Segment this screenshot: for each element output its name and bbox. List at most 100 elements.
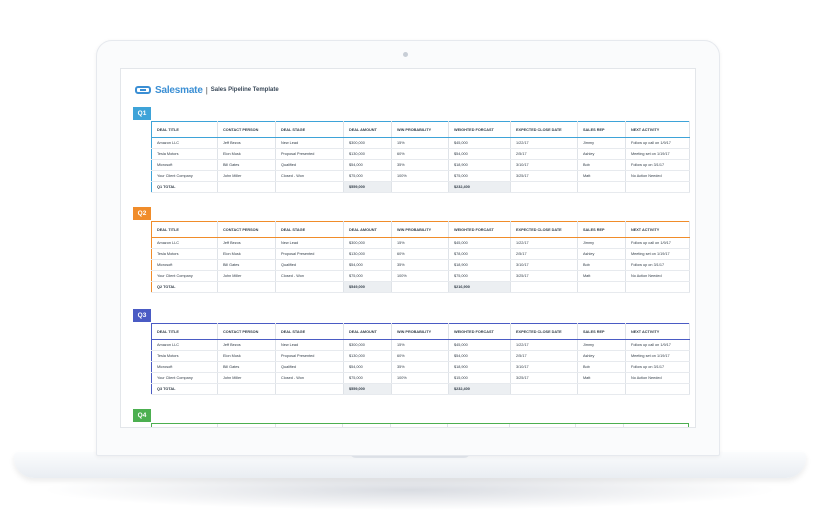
table-cell[interactable] (625, 181, 690, 193)
table-cell[interactable] (510, 383, 578, 395)
table-cell[interactable]: 15% (391, 237, 449, 249)
table-cell[interactable]: 60% (391, 248, 449, 260)
table-cell[interactable]: 100% (391, 372, 449, 384)
table-cell[interactable]: 35% (391, 159, 449, 171)
table-cell[interactable] (217, 281, 276, 293)
table-cell[interactable]: 3/10/17 (510, 361, 578, 373)
table-cell[interactable]: Ashley (577, 350, 626, 362)
table-cell[interactable]: $130,000 (343, 248, 392, 260)
table-cell[interactable]: Proposal Presented (275, 148, 344, 160)
table-cell[interactable] (510, 181, 578, 193)
table-cell[interactable]: No Action Needed (625, 170, 690, 182)
table-cell[interactable]: Follow up call on 1/9/17 (625, 339, 690, 351)
table-cell[interactable] (577, 281, 626, 293)
table-cell[interactable]: 100% (391, 170, 449, 182)
table-cell[interactable]: 3/25/17 (510, 270, 578, 282)
table-cell[interactable]: Bill Gates (217, 361, 276, 373)
table-cell[interactable]: Proposal Presented (275, 248, 344, 260)
table-cell[interactable]: Jeff Bezos (217, 339, 276, 351)
table-cell[interactable] (217, 383, 276, 395)
table-cell[interactable]: $54,000 (343, 159, 392, 171)
table-cell[interactable]: $75,000 (343, 170, 392, 182)
table-cell[interactable]: $45,000 (448, 137, 511, 149)
table-cell[interactable]: Your Client Company (151, 270, 218, 282)
table-cell[interactable]: $54,000 (343, 259, 392, 271)
table-cell[interactable]: Jeff Bezos (217, 237, 276, 249)
table-cell[interactable]: 60% (391, 350, 449, 362)
table-cell[interactable]: 3/25/17 (510, 170, 578, 182)
table-cell[interactable]: $75,000 (343, 270, 392, 282)
table-cell[interactable] (391, 383, 449, 395)
table-cell[interactable]: $78,000 (448, 248, 511, 260)
table-cell[interactable]: Bob (577, 361, 626, 373)
table-cell[interactable]: Bob (577, 259, 626, 271)
table-cell[interactable]: Qualified (275, 159, 344, 171)
table-cell[interactable]: Your Client Company (151, 372, 218, 384)
table-cell[interactable]: New Lead (275, 237, 344, 249)
table-cell[interactable]: Follow up on 3/1/17 (625, 361, 690, 373)
table-cell[interactable]: $54,000 (448, 350, 511, 362)
table-cell[interactable]: Ashley (577, 248, 626, 260)
table-cell[interactable]: John Miller (217, 372, 276, 384)
table-cell[interactable]: 100% (391, 270, 449, 282)
table-cell[interactable]: New Lead (275, 137, 344, 149)
table-cell[interactable]: $300,000 (343, 137, 392, 149)
table-cell[interactable]: 15% (391, 137, 449, 149)
table-cell[interactable]: $300,000 (343, 339, 392, 351)
table-cell[interactable]: 35% (391, 259, 449, 271)
table-cell[interactable]: Elon Musk (217, 148, 276, 160)
table-cell[interactable]: Jimmy (577, 339, 626, 351)
table-cell[interactable]: $75,000 (448, 170, 511, 182)
table-cell[interactable]: 2/5/17 (510, 248, 578, 260)
table-cell[interactable]: Qualified (275, 259, 344, 271)
table-cell[interactable]: Matt (577, 372, 626, 384)
table-cell[interactable]: Meeting set on 1/19/17 (625, 350, 690, 362)
table-cell[interactable]: 2/5/17 (510, 350, 578, 362)
table-cell[interactable]: Elon Musk (217, 248, 276, 260)
table-cell[interactable]: $54,000 (448, 148, 511, 160)
table-cell[interactable]: 1/22/17 (510, 237, 578, 249)
table-cell[interactable]: $130,000 (343, 148, 392, 160)
table-cell[interactable]: 35% (391, 361, 449, 373)
table-cell[interactable]: Bill Gates (217, 159, 276, 171)
table-cell[interactable] (275, 181, 344, 193)
table-cell[interactable]: John Miller (217, 270, 276, 282)
table-cell[interactable]: Microsoft (151, 361, 218, 373)
table-cell[interactable]: Microsoft (151, 259, 218, 271)
table-cell[interactable]: Jimmy (577, 137, 626, 149)
table-cell[interactable] (625, 281, 690, 293)
table-cell[interactable]: $130,000 (343, 350, 392, 362)
table-cell[interactable] (391, 181, 449, 193)
table-cell[interactable]: $18,900 (448, 259, 511, 271)
table-cell[interactable]: 3/10/17 (510, 259, 578, 271)
table-cell[interactable]: $54,000 (343, 361, 392, 373)
table-cell[interactable]: Microsoft (151, 159, 218, 171)
table-cell[interactable]: Matt (577, 270, 626, 282)
table-cell[interactable]: Meeting set on 1/19/17 (625, 148, 690, 160)
table-cell[interactable]: Matt (577, 170, 626, 182)
table-cell[interactable]: Jimmy (577, 237, 626, 249)
table-cell[interactable] (391, 281, 449, 293)
table-cell[interactable]: Your Client Company (151, 170, 218, 182)
table-cell[interactable]: John Miller (217, 170, 276, 182)
table-cell[interactable]: 60% (391, 148, 449, 160)
table-cell[interactable]: Bill Gates (217, 259, 276, 271)
table-cell[interactable]: Amazon LLC (151, 137, 218, 149)
table-cell[interactable]: Closed - Won (275, 270, 344, 282)
table-cell[interactable] (625, 383, 690, 395)
table-cell[interactable]: 1/22/17 (510, 339, 578, 351)
table-cell[interactable]: Closed - Won (275, 372, 344, 384)
table-cell[interactable]: $15,000 (448, 372, 511, 384)
table-cell[interactable]: $18,900 (448, 159, 511, 171)
table-cell[interactable]: New Lead (275, 339, 344, 351)
table-cell[interactable]: $75,000 (448, 270, 511, 282)
table-cell[interactable]: 3/25/17 (510, 372, 578, 384)
table-cell[interactable]: Follow up call on 1/9/17 (625, 237, 690, 249)
table-cell[interactable] (217, 181, 276, 193)
table-cell[interactable]: 2/5/17 (510, 148, 578, 160)
table-cell[interactable]: $75,000 (343, 372, 392, 384)
table-cell[interactable]: Closed - Won (275, 170, 344, 182)
table-cell[interactable] (275, 383, 344, 395)
table-cell[interactable]: 15% (391, 339, 449, 351)
table-cell[interactable]: Follow up call on 1/9/17 (625, 137, 690, 149)
